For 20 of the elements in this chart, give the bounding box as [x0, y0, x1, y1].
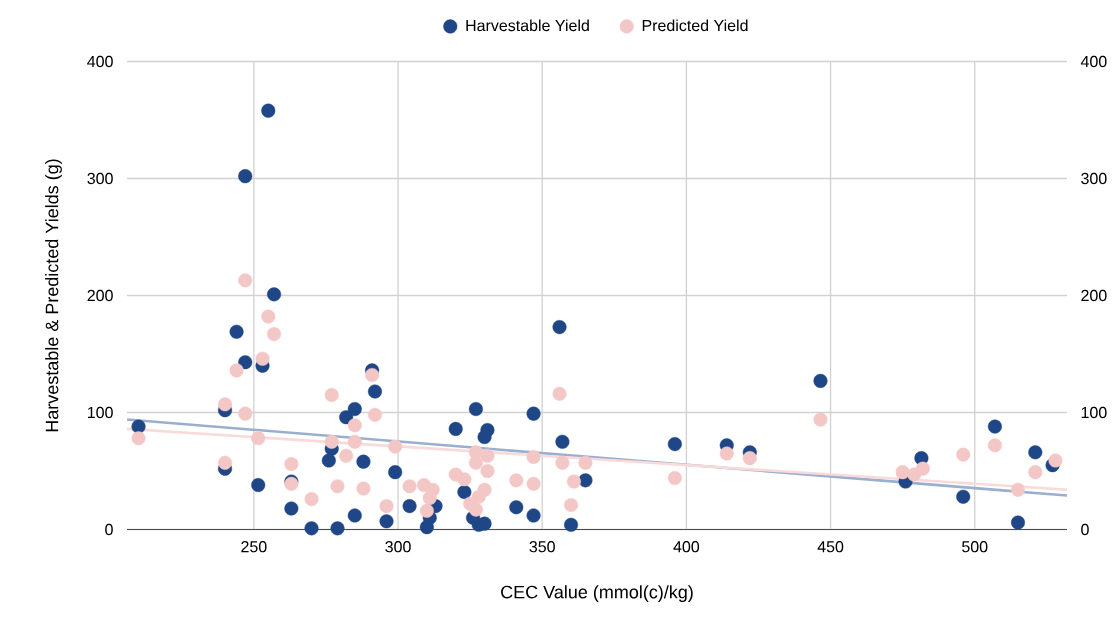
y-tick-label: 300	[87, 172, 113, 185]
y-tick-label: 100	[88, 406, 113, 419]
y2-tick-label: 200	[1081, 289, 1107, 302]
y2-tick-label: 100	[1081, 406, 1107, 419]
x-tick-label: 400	[673, 541, 700, 553]
x-tick-label: 500	[962, 541, 988, 553]
y-axis-title: Harvestable & Predicted Yields (g)	[45, 159, 62, 432]
x-tick-label: 450	[817, 541, 844, 553]
y-tick-label: 200	[87, 289, 113, 302]
x-tick-label: 350	[529, 541, 555, 553]
y2-tick-label: 300	[1081, 172, 1107, 185]
y2-tick-label: 400	[1080, 55, 1107, 68]
y-tick-label: 0	[105, 523, 113, 536]
legend-label: Harvestable Yield	[466, 19, 589, 32]
x-tick-label: 300	[385, 541, 411, 553]
x-tick-label: 250	[241, 541, 267, 553]
legend-label: Predicted Yield	[642, 19, 748, 32]
x-axis-title: CEC Value (mmol(c)/kg)	[501, 585, 693, 602]
y-tick-label: 400	[87, 55, 113, 68]
y2-tick-label: 0	[1081, 523, 1089, 536]
